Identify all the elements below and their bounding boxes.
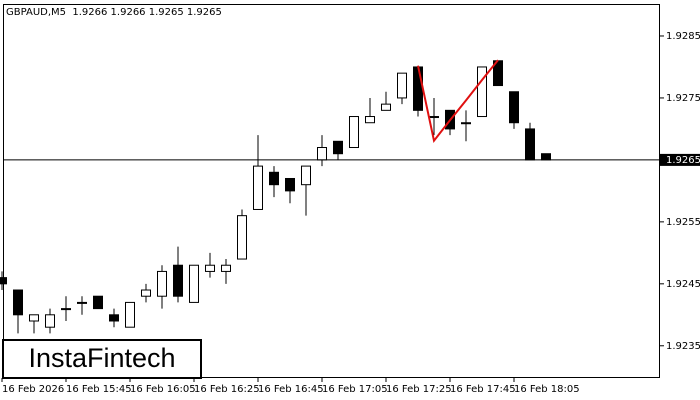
x-tick-label: 16 Feb 16:25 [194,384,260,395]
candle-body [205,264,215,272]
candle-body [541,153,551,161]
x-tick-label: 16 Feb 17:05 [322,384,388,395]
logo-box [2,339,202,379]
candle-body [221,264,231,272]
candle-body [269,171,279,186]
x-tick-label: 16 Feb 18:05 [514,384,580,395]
candle-body [61,308,71,311]
candle-body [317,147,327,161]
x-tick-label: 16 Feb 16:05 [130,384,196,395]
candle-body [477,66,487,118]
y-tick-label: 1.9285 [666,31,700,42]
candle-body [429,116,439,119]
x-tick-label: 16 Feb 16:45 [258,384,324,395]
candle-body [0,277,7,285]
logo: InstaFintech [28,343,175,373]
candle-body [285,177,295,192]
y-tick-label: 1.9245 [666,279,700,290]
x-tick-label: 16 Feb 17:25 [386,384,452,395]
candle-body [365,116,375,124]
candle-body [333,140,343,155]
candle-body [237,215,247,260]
candle-body [157,270,167,297]
x-tick-label: 16 Feb 2026 [2,384,64,395]
candle-body [13,289,23,316]
candle-body [189,264,199,303]
candle-body [509,91,519,124]
candle-body [29,314,39,322]
candle-body [461,122,471,125]
y-tick-label: 1.9255 [666,217,700,228]
plot-frame [3,4,660,378]
candle-body [109,314,119,322]
candle-body [381,103,391,111]
last-price-box [660,153,700,166]
x-tick-label: 16 Feb 15:45 [66,384,132,395]
candle-body [77,301,87,304]
y-tick-label: 1.9275 [666,93,700,104]
chart-title: GBPAUD,M5 1.9266 1.9266 1.9265 1.9265 [6,7,222,18]
candle-body [125,301,135,328]
candle-body [525,128,535,161]
y-tick-label: 1.9235 [666,341,700,352]
plot-layer: 1.9235 1.9245 1.9255 1.9265 1.9275 1.9285 16 F… [0,31,700,395]
candle-body [413,66,423,111]
last-price-label: 1.9265 [666,155,700,166]
candle-body [397,72,407,99]
x-tick-label: 16 Feb 17:45 [450,384,516,395]
candle-body [301,165,311,186]
candle-body [141,289,151,297]
candle-body [45,314,55,328]
candle-body [349,116,359,149]
candle-body [93,295,103,310]
candle-body [253,165,263,210]
pattern-line [417,59,499,143]
candle-body [173,264,183,297]
